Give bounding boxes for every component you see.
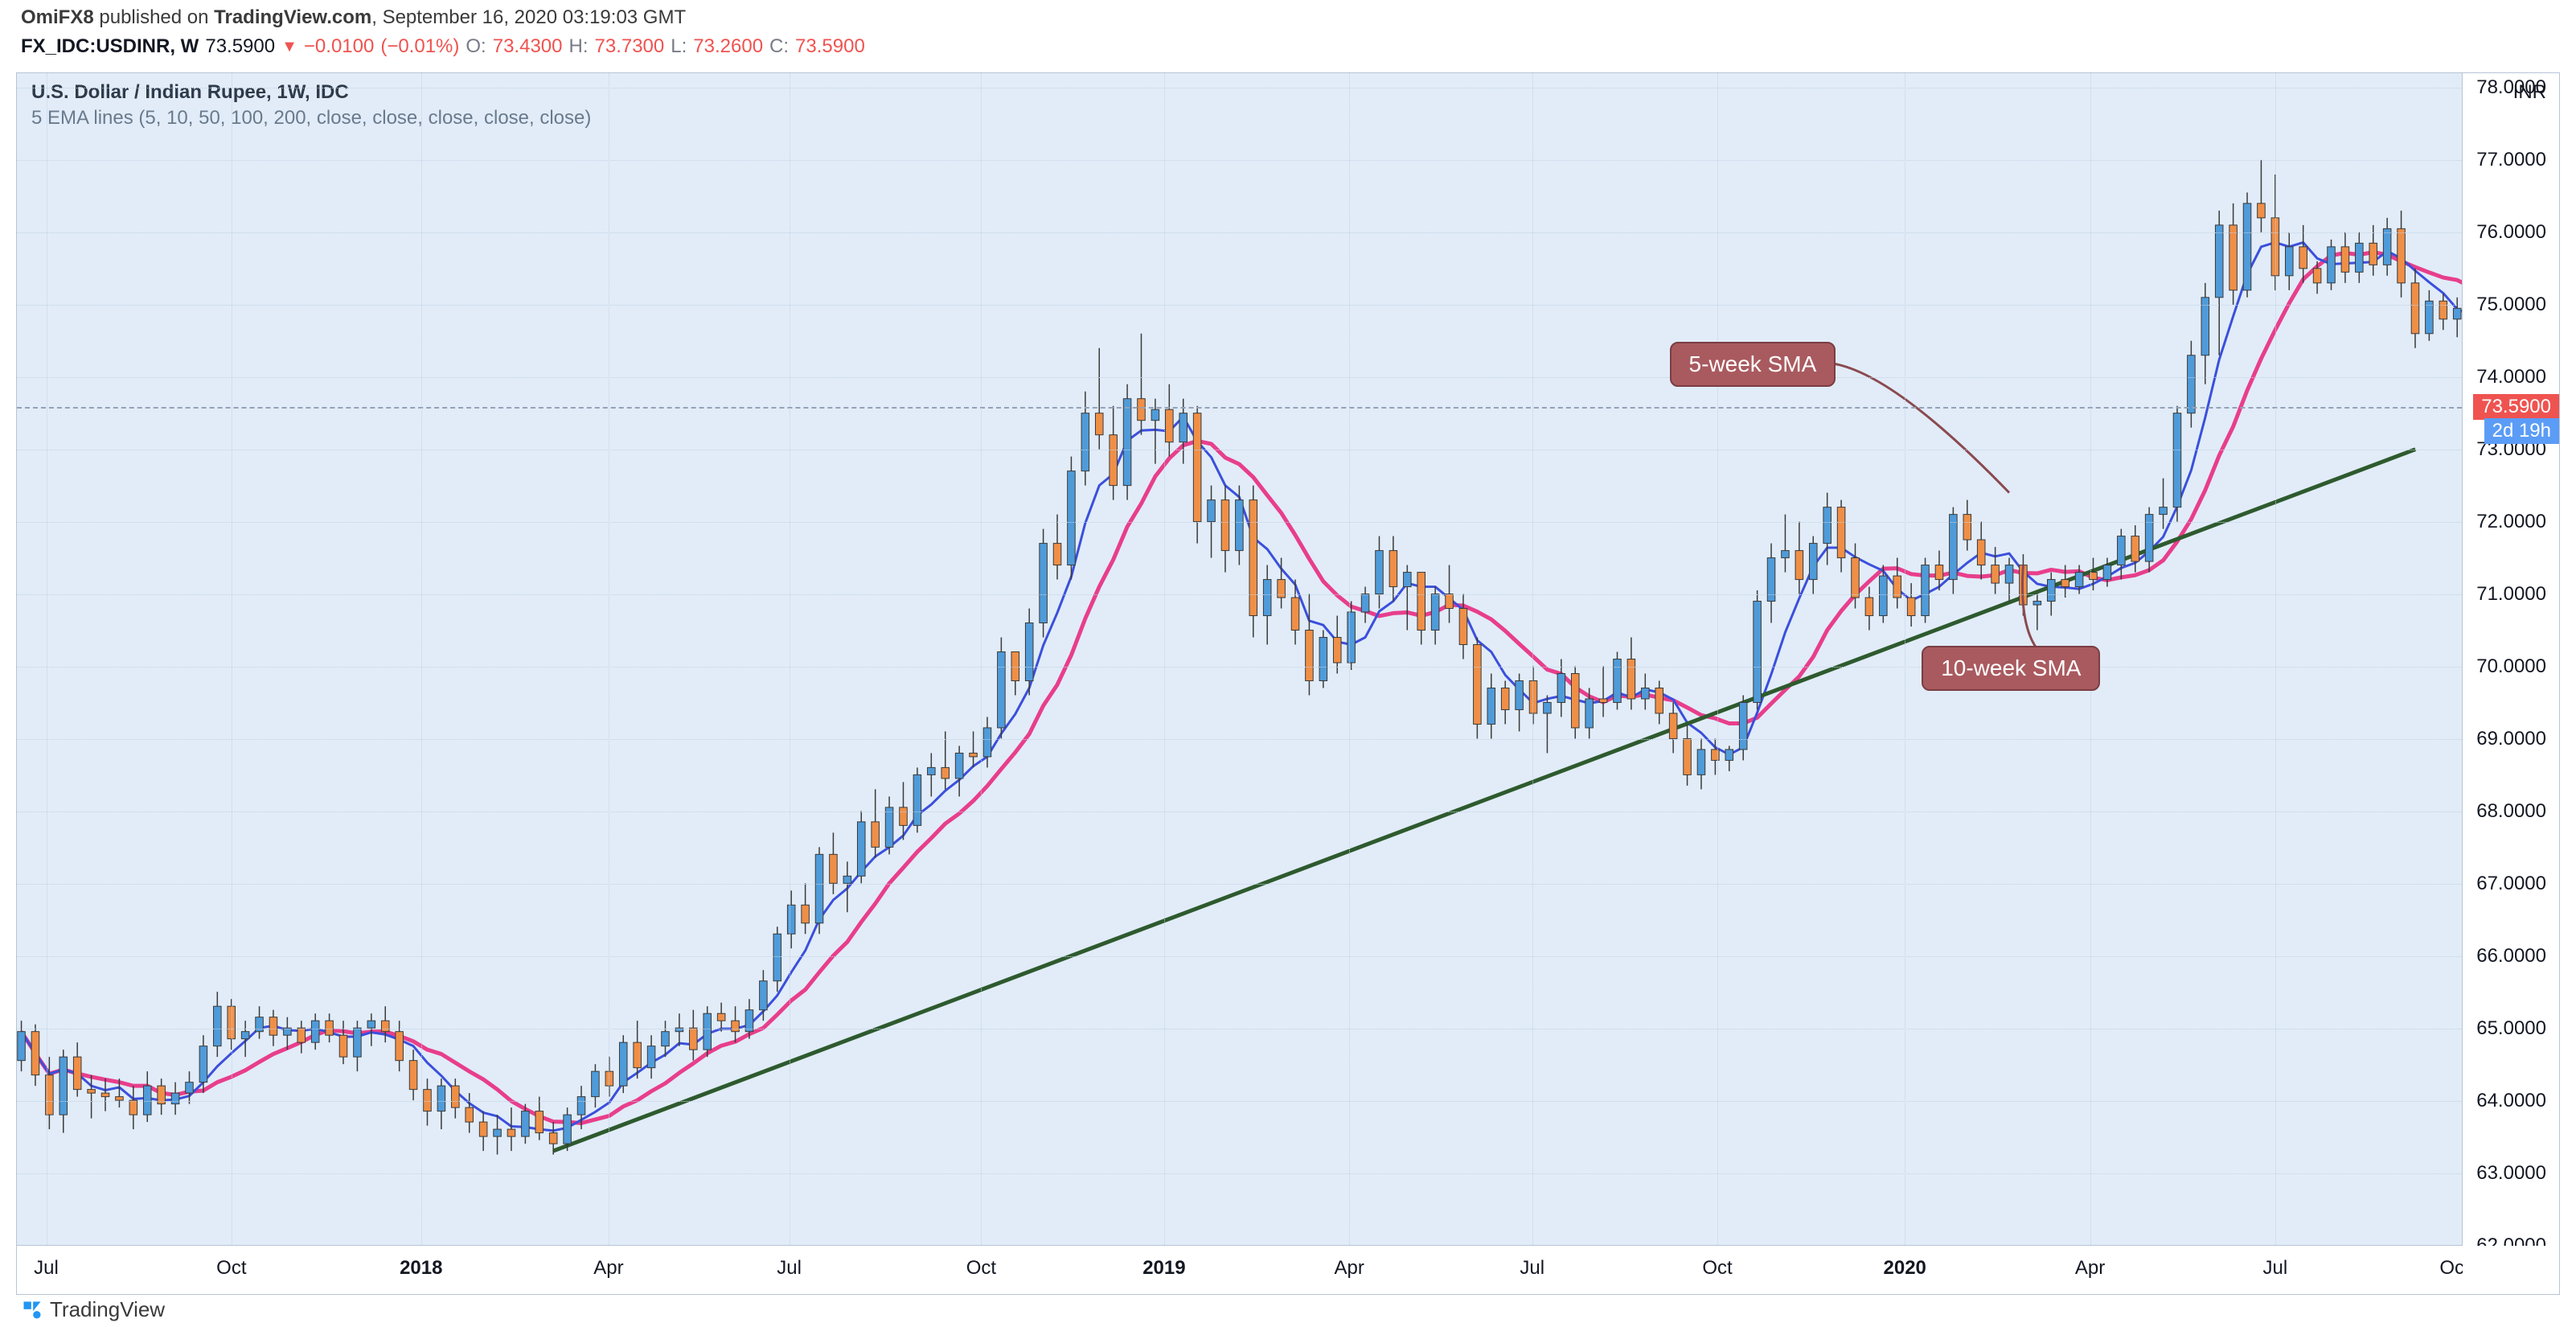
open: 73.4300 [493, 35, 563, 58]
down-arrow-icon: ▼ [281, 38, 297, 56]
site: TradingView.com [214, 6, 371, 28]
x-tick: Jul [2263, 1257, 2288, 1280]
x-tick: Jul [34, 1257, 59, 1280]
annotation: 10-week SMA [1922, 646, 2100, 691]
y-tick: 63.0000 [2476, 1162, 2546, 1185]
y-tick: 69.0000 [2476, 728, 2546, 750]
y-tick: 72.0000 [2476, 511, 2546, 533]
x-tick: Oct [1702, 1257, 1732, 1280]
y-tick: 77.0000 [2476, 149, 2546, 171]
plot-area[interactable]: U.S. Dollar / Indian Rupee, 1W, IDC 5 EM… [17, 73, 2463, 1246]
y-axis: INR 62.000063.000064.000065.000066.00006… [2463, 73, 2559, 1246]
x-tick: Apr [2075, 1257, 2105, 1280]
last-price-tag: 73.5900 [2473, 394, 2559, 420]
axis-corner [2463, 1246, 2559, 1294]
x-axis: Jul Oct 2018 Apr Jul Oct 2019 Apr Jul Oct 2020 Apr J… [17, 1246, 2463, 1294]
y-tick: 65.0000 [2476, 1017, 2546, 1040]
y-tick: 78.0000 [2476, 76, 2546, 99]
y-tick: 76.0000 [2476, 221, 2546, 244]
y-tick: 64.0000 [2476, 1090, 2546, 1112]
y-tick: 68.0000 [2476, 800, 2546, 823]
x-tick: 2019 [1142, 1257, 1185, 1280]
y-tick: 74.0000 [2476, 366, 2546, 388]
ticker-symbol: FX_IDC:USDINR, W [21, 35, 199, 58]
x-tick: Jul [777, 1257, 802, 1280]
author: OmiFX8 [21, 6, 94, 28]
x-tick: Jul [1520, 1257, 1544, 1280]
publish-header: OmiFX8 published on TradingView.com, Sep… [21, 6, 686, 29]
last-price: 73.5900 [205, 35, 275, 58]
publish-date: September 16, 2020 03:19:03 GMT [383, 6, 687, 28]
change-pct: (−0.01%) [380, 35, 459, 58]
watermark: TradingView [21, 1297, 165, 1322]
x-tick: 2018 [400, 1257, 442, 1280]
y-tick: 71.0000 [2476, 583, 2546, 606]
high: 73.7300 [595, 35, 665, 58]
x-tick: 2020 [1884, 1257, 1926, 1280]
chart-frame: U.S. Dollar / Indian Rupee, 1W, IDC 5 EM… [16, 72, 2560, 1295]
x-tick: Oct [216, 1257, 246, 1280]
close: 73.5900 [795, 35, 865, 58]
x-tick: Apr [593, 1257, 623, 1280]
tradingview-icon [21, 1299, 43, 1321]
low: 73.2600 [693, 35, 763, 58]
y-tick: 67.0000 [2476, 873, 2546, 895]
y-tick: 70.0000 [2476, 655, 2546, 678]
y-tick: 66.0000 [2476, 945, 2546, 968]
x-tick: Apr [1335, 1257, 1364, 1280]
ticker-line: FX_IDC:USDINR, W 73.5900 ▼ −0.0100 (−0.0… [21, 35, 865, 58]
annotation: 5-week SMA [1670, 342, 1836, 387]
x-tick: Oct [966, 1257, 996, 1280]
y-tick: 75.0000 [2476, 294, 2546, 316]
change: −0.0100 [304, 35, 374, 58]
countdown-tag: 2d 19h [2484, 418, 2559, 444]
